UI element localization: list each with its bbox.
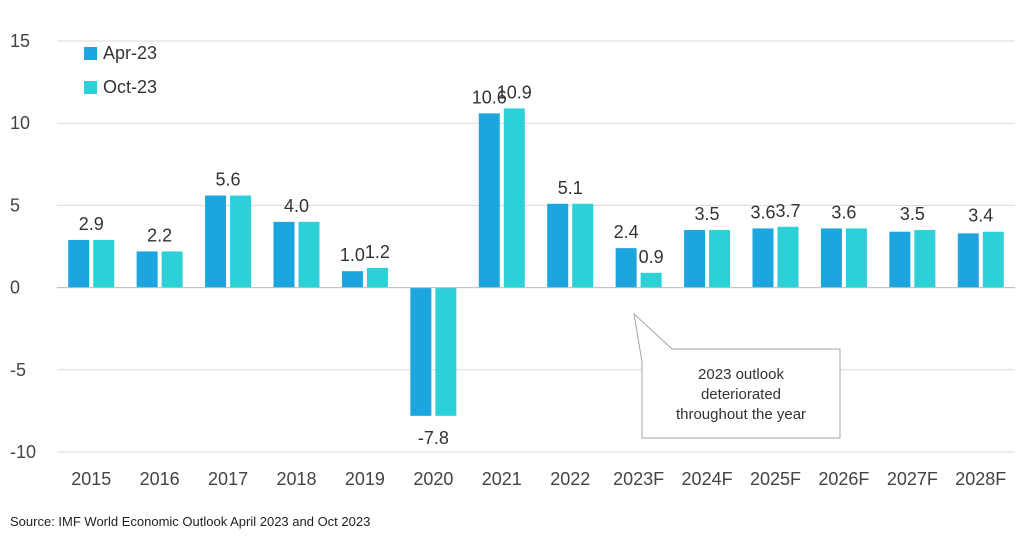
- data-label: 3.6: [750, 202, 775, 222]
- x-tick-label: 2024F: [682, 469, 733, 489]
- data-label: 10.6: [472, 87, 507, 107]
- callout-box: [641, 348, 841, 439]
- data-label: 4.0: [284, 196, 309, 216]
- bar-apr-23-2017: [205, 195, 227, 288]
- bar-oct-23-2028f: [982, 231, 1004, 288]
- data-label: 0.9: [639, 247, 664, 267]
- bar-apr-23-2028f: [957, 233, 979, 288]
- bar-apr-23-2027f: [889, 231, 911, 288]
- data-label: 1.2: [365, 242, 390, 262]
- x-tick-label: 2020: [413, 469, 453, 489]
- data-label: 2.9: [79, 214, 104, 234]
- y-tick-label: -10: [10, 442, 36, 462]
- data-label: 1.0: [340, 245, 365, 265]
- bar-oct-23-2018: [298, 221, 320, 288]
- callout-annotation: 2023 outlook deteriorated throughout the y…: [633, 312, 841, 439]
- bar-apr-23-2020: [410, 287, 432, 416]
- bar-oct-23-2025f: [777, 226, 799, 288]
- data-label: 3.5: [695, 204, 720, 224]
- bar-apr-23-2025f: [752, 228, 774, 288]
- bar-apr-23-2024f: [684, 230, 706, 288]
- bar-apr-23-2026f: [820, 228, 842, 288]
- x-tick-label: 2019: [345, 469, 385, 489]
- data-label: 5.1: [558, 178, 583, 198]
- source-note: Source: IMF World Economic Outlook April…: [10, 514, 371, 529]
- bar-oct-23-2017: [230, 195, 252, 288]
- bar-apr-23-2018: [273, 221, 295, 288]
- bar-oct-23-2026f: [845, 228, 867, 288]
- legend-label-oct-23: Oct-23: [103, 77, 157, 97]
- legend-swatch-apr-23: [84, 47, 97, 60]
- data-label: 2.2: [147, 225, 172, 245]
- x-tick-label: 2027F: [887, 469, 938, 489]
- bar-oct-23-2015: [93, 239, 115, 288]
- y-tick-label: -5: [10, 360, 26, 380]
- data-label: 3.4: [968, 206, 993, 226]
- x-tick-label: 2023F: [613, 469, 664, 489]
- bar-oct-23-2016: [161, 251, 183, 288]
- data-label: 3.6: [831, 202, 856, 222]
- x-tick-label: 2025F: [750, 469, 801, 489]
- y-tick-label: 10: [10, 113, 30, 133]
- bar-oct-23-2023f: [640, 272, 662, 288]
- y-tick-label: 0: [10, 278, 20, 298]
- bar-oct-23-2027f: [914, 230, 936, 288]
- bar-apr-23-2019: [341, 271, 363, 288]
- y-tick-label: 15: [10, 31, 30, 51]
- x-tick-label: 2017: [208, 469, 248, 489]
- data-label: 2.4: [614, 222, 639, 242]
- bar-apr-23-2016: [136, 251, 158, 288]
- y-tick-label: 5: [10, 195, 20, 215]
- callout-text-line: throughout the year: [676, 406, 806, 423]
- data-label: 5.6: [216, 170, 241, 190]
- data-label: 10.9: [497, 82, 532, 102]
- data-label: 3.7: [775, 201, 800, 221]
- bar-oct-23-2020: [435, 287, 457, 416]
- bar-oct-23-2022: [572, 203, 594, 288]
- data-label: -7.8: [418, 428, 449, 448]
- x-tick-label: 2022: [550, 469, 590, 489]
- x-tick-label: 2018: [276, 469, 316, 489]
- legend-label-apr-23: Apr-23: [103, 43, 157, 63]
- bar-chart: 15 10 5 0 -5 -10 2015 2016 2017 2018 2019 2020 2021 2…: [10, 31, 1015, 489]
- legend-swatch-oct-23: [84, 81, 97, 94]
- bar-apr-23-2021: [478, 113, 500, 288]
- x-tick-label: 2026F: [818, 469, 869, 489]
- bar-oct-23-2019: [366, 267, 388, 288]
- bar-apr-23-2023f: [615, 248, 637, 288]
- bar-oct-23-2021: [503, 108, 525, 288]
- bar-oct-23-2024f: [709, 230, 731, 288]
- x-tick-label: 2016: [140, 469, 180, 489]
- x-tick-label: 2021: [482, 469, 522, 489]
- bar-apr-23-2015: [68, 239, 90, 288]
- x-tick-label: 2028F: [955, 469, 1006, 489]
- bar-apr-23-2022: [547, 203, 569, 288]
- callout-text-line: deteriorated: [701, 386, 781, 403]
- callout-text-line: 2023 outlook: [698, 366, 784, 383]
- data-label: 3.5: [900, 204, 925, 224]
- x-tick-label: 2015: [71, 469, 111, 489]
